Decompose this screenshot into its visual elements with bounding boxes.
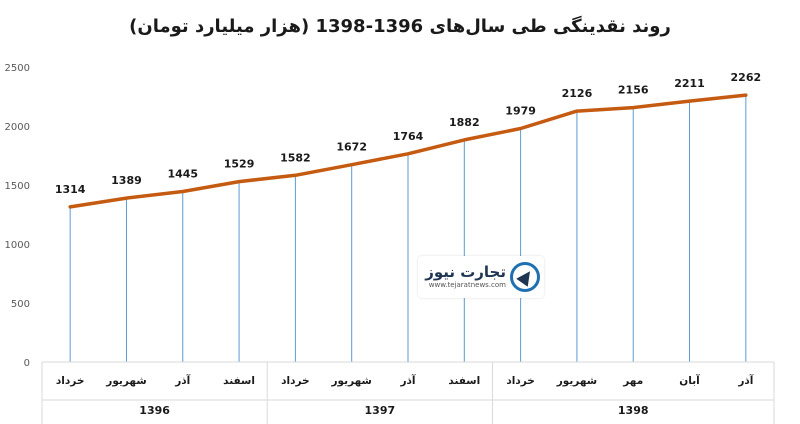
x-tick-label: شهریور xyxy=(556,375,597,387)
x-tick-label: شهریور xyxy=(331,375,372,387)
data-label: 2156 xyxy=(618,84,649,97)
x-tick-label: خرداد xyxy=(506,375,534,387)
watermark-name: تجارت نیوز xyxy=(425,263,506,281)
y-tick-label: 1500 xyxy=(5,181,30,192)
x-tick-label: آذر xyxy=(737,374,753,387)
data-label: 1314 xyxy=(55,183,86,196)
data-label: 1764 xyxy=(393,130,424,143)
x-tick-label: اسفند xyxy=(223,375,255,387)
data-label: 1529 xyxy=(224,158,255,171)
x-tick-label: آذر xyxy=(399,374,415,387)
x-tick-label: شهریور xyxy=(105,375,146,387)
x-tick-label: اسفند xyxy=(448,375,480,387)
x-tick-label: خرداد xyxy=(281,375,309,387)
x-group-label: 1398 xyxy=(618,404,649,417)
data-label: 1979 xyxy=(505,104,536,117)
watermark-logo: تجارت نیوز www.tejaratnews.com xyxy=(418,256,544,298)
watermark-url: www.tejaratnews.com xyxy=(428,281,506,289)
y-axis: 0 500 1000 1500 2000 2500 xyxy=(5,63,30,369)
data-label: 1389 xyxy=(111,174,142,187)
x-group-label: 1396 xyxy=(139,404,170,417)
data-labels: 1314 1389 1445 1529 1582 1672 1764 1882 1979 2126… xyxy=(55,71,761,196)
data-label: 1445 xyxy=(167,167,198,180)
x-axis: خرداد شهریور آذر اسفند خرداد شهریور آذر اسفند خر… xyxy=(41,361,775,424)
y-tick-label: 500 xyxy=(11,299,30,310)
series-line xyxy=(68,93,748,209)
y-tick-label: 1000 xyxy=(5,240,30,251)
y-tick-label: 2500 xyxy=(5,63,30,74)
series-line-path xyxy=(68,93,748,209)
x-tick-label: آذر xyxy=(174,374,190,387)
logo-icon xyxy=(510,262,540,292)
data-label: 2211 xyxy=(674,77,705,90)
watermark-text: تجارت نیوز www.tejaratnews.com xyxy=(425,264,506,290)
x-tick-label: خرداد xyxy=(56,375,84,387)
x-tick-label: آبان xyxy=(679,374,700,387)
y-tick-label: 0 xyxy=(24,358,30,369)
chart-title: روند نقدینگی طی سال‌های 1396-1398 (هزار … xyxy=(129,16,671,37)
x-group-label: 1397 xyxy=(365,404,396,417)
x-tick-label: مهر xyxy=(622,375,643,387)
drop-lines xyxy=(69,95,747,362)
data-label: 1882 xyxy=(449,116,480,129)
data-label: 2126 xyxy=(562,87,593,100)
data-label: 1582 xyxy=(280,151,311,164)
data-label: 2262 xyxy=(731,71,762,84)
y-tick-label: 2000 xyxy=(5,122,30,133)
data-label: 1672 xyxy=(336,141,367,154)
